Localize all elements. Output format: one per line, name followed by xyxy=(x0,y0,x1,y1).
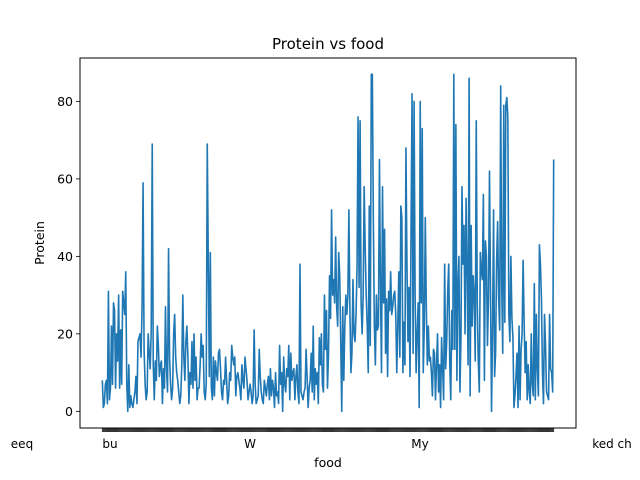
chart-title: Protein vs food xyxy=(272,35,384,53)
plot-frame xyxy=(79,57,577,429)
plot-area xyxy=(101,73,555,413)
y-tick-label: 20 xyxy=(57,326,73,341)
y-tick-label: 40 xyxy=(57,249,73,264)
x-tick-label: eeq xyxy=(11,437,33,451)
x-axis-ticks xyxy=(101,428,555,432)
x-axis-label: food xyxy=(314,455,342,470)
x-tick-label: My xyxy=(411,437,428,451)
x-tick-label: W xyxy=(244,437,256,451)
y-axis-ticks: 0 20 40 60 80 xyxy=(57,94,80,419)
y-axis-label: Protein xyxy=(32,221,47,265)
y-tick-label: 80 xyxy=(57,94,73,109)
y-tick-label: 60 xyxy=(57,171,73,186)
x-tick-label: ked ch xyxy=(592,437,632,451)
y-tick-label: 0 xyxy=(65,404,73,419)
x-tick-label: bu xyxy=(102,437,117,451)
series-line xyxy=(101,73,555,413)
x-axis-category-labels: eeq bu W My ked ch xyxy=(11,437,632,451)
